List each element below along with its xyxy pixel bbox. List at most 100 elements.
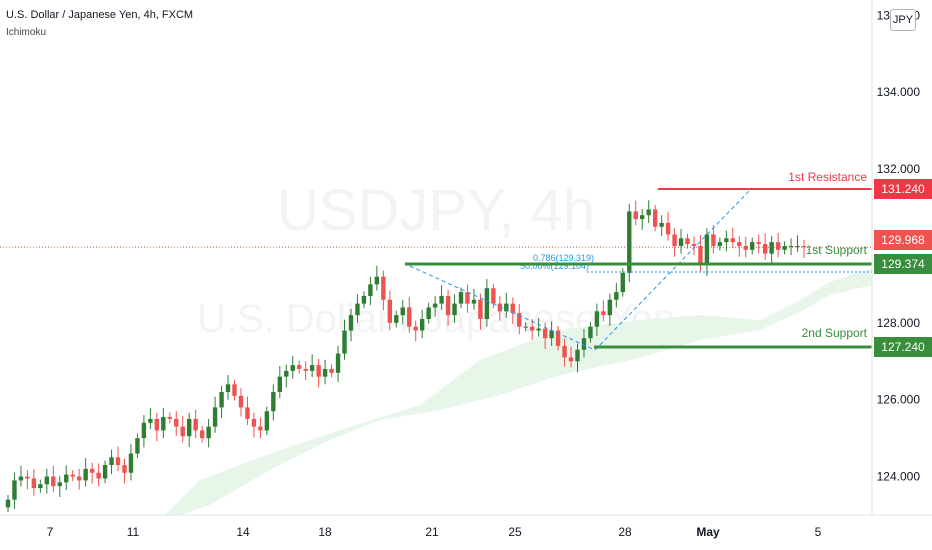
candle-body (361, 295, 367, 304)
candle-body (258, 426, 263, 431)
candle-body (640, 215, 645, 220)
candle-body (484, 288, 490, 319)
candle-body (219, 392, 224, 408)
candle-body (187, 418, 192, 437)
candle-body (148, 418, 153, 423)
candle-body (419, 318, 425, 331)
candle-body (368, 284, 373, 296)
candle-body (646, 209, 651, 216)
candle-body (18, 476, 24, 481)
candle-body (724, 238, 729, 243)
candle-body (387, 299, 393, 323)
candle-body (102, 465, 108, 479)
candle-body (109, 457, 114, 466)
symbol-title[interactable]: U.S. Dollar / Japanese Yen, 4h, FXCM (6, 9, 194, 21)
candle-body (342, 330, 347, 354)
candle-body (212, 407, 218, 427)
candle-body (782, 245, 787, 250)
candle-body (581, 338, 587, 350)
candle-body (322, 368, 328, 377)
plot-background (0, 0, 872, 515)
candle-body (316, 365, 321, 377)
candle-body (788, 245, 794, 247)
candle-body (394, 315, 399, 323)
candle-body (465, 292, 470, 304)
candle-body (620, 272, 625, 293)
candle-body (309, 365, 315, 371)
candle-body (12, 480, 17, 500)
resistance-label: 1st Resistance (788, 170, 867, 184)
candle-body (711, 234, 716, 246)
candle-body (775, 242, 781, 250)
candle-body (348, 315, 354, 331)
support-2-label: 2nd Support (802, 326, 868, 340)
candle-body (303, 368, 308, 371)
y-tick-label: 128.000 (877, 316, 921, 330)
candle-body (523, 326, 528, 328)
x-tick-label: 5 (815, 525, 822, 539)
candle-body (756, 242, 761, 245)
x-tick-label: May (696, 525, 720, 539)
candle-body (271, 392, 276, 412)
candle-body (432, 303, 438, 308)
candle-body (607, 299, 613, 316)
candle-body (329, 368, 334, 373)
candle-body (633, 211, 638, 220)
candle-body (471, 299, 477, 304)
candle-body (614, 292, 619, 300)
candle-body (83, 468, 88, 481)
candle-body (762, 244, 768, 254)
indicator-label[interactable]: Ichimoku (6, 27, 47, 38)
candle-body (89, 468, 95, 473)
candle-body (497, 303, 503, 312)
x-tick-label: 25 (508, 525, 522, 539)
candle-body (491, 288, 496, 304)
fib-line-lower (594, 187, 753, 351)
y-tick-label: 132.000 (877, 162, 921, 176)
candle-body (704, 234, 710, 266)
candle-body (717, 242, 723, 246)
candle-body (161, 416, 166, 431)
candle-body (284, 370, 289, 377)
candle-body (44, 476, 50, 485)
candle-body (672, 234, 677, 246)
x-tick-label: 7 (47, 525, 54, 539)
candle-body (290, 365, 295, 371)
candle-body (588, 326, 593, 339)
candle-body (374, 276, 380, 285)
resistance-price-tag (874, 179, 932, 199)
candle-body (135, 438, 140, 454)
time-axis[interactable] (0, 515, 872, 550)
candle-body (25, 476, 30, 479)
candle-body (445, 295, 451, 316)
x-tick-label: 28 (618, 525, 632, 539)
candle-body (691, 244, 697, 246)
y-tick-label: 126.000 (877, 393, 921, 407)
candle-body (76, 476, 82, 481)
ichimoku-cloud (165, 268, 872, 515)
candle-body (413, 326, 418, 331)
candle-body (601, 311, 606, 316)
candle-body (199, 430, 205, 439)
candle-body (730, 238, 736, 243)
candlestick-series (5, 200, 807, 512)
candle-body (57, 482, 62, 487)
candle-body (801, 245, 807, 248)
candle-body (549, 330, 554, 339)
candle-body (141, 422, 147, 439)
candle-body (458, 292, 464, 304)
candle-body (277, 376, 283, 393)
candle-body (381, 276, 386, 300)
candle-body (96, 472, 101, 479)
fib-label-50: 50.00%(129.104) (520, 261, 589, 271)
support-1-price-tag (874, 254, 932, 274)
candle-body (335, 353, 341, 373)
candle-body (698, 245, 703, 266)
currency-button[interactable]: JPY (890, 9, 916, 31)
candle-body (400, 307, 405, 316)
y-tick-label: 134.000 (877, 85, 921, 99)
candle-body (245, 407, 250, 419)
candle-body (665, 222, 671, 235)
x-tick-label: 21 (425, 525, 439, 539)
